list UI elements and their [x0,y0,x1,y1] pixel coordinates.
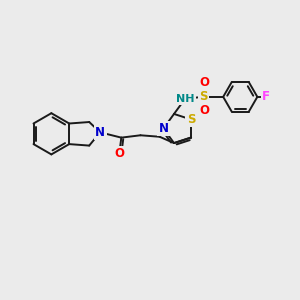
Text: O: O [199,76,209,89]
Text: O: O [199,104,209,118]
Text: S: S [199,90,208,104]
Text: N: N [95,126,105,139]
Text: NH: NH [176,94,194,103]
Text: S: S [187,113,195,126]
Text: O: O [114,147,124,160]
Text: F: F [262,90,270,104]
Text: N: N [158,122,168,135]
